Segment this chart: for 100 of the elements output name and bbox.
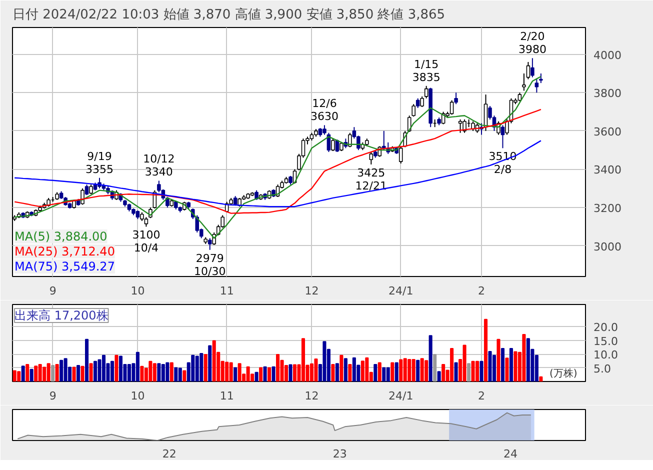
text: 1/15 3835 [412,58,440,84]
bar [335,363,339,382]
bar [437,371,441,382]
bar [246,366,250,382]
y-tick-label: 15.0 [594,334,618,348]
bar [118,356,123,382]
bar [93,360,98,382]
bar [322,341,326,382]
text: 12/6 3630 [310,97,338,124]
candlestick [462,118,466,134]
bar [416,360,420,382]
bar [301,338,306,382]
candlestick [331,138,335,152]
text: (万株) [550,368,578,380]
candlestick [500,124,505,149]
text: 2/20 3980 [518,30,546,56]
bar [238,363,242,382]
chart-title: 日付 2024/02/22 10:03 始値 3,870 高値 3,900 安値 3,850 終値 3,865 [12,6,446,22]
bar [412,359,416,382]
candlestick [530,58,534,78]
bar [178,368,182,382]
bar [55,364,59,382]
bar [509,348,513,382]
x-tick-label: 24 [503,448,518,460]
bar [467,363,471,382]
bar [34,366,38,382]
bar [340,354,344,382]
bar [208,345,212,382]
bar [89,363,93,382]
bar [492,354,496,382]
bar [378,362,382,382]
bar [403,358,407,382]
bar [85,338,89,382]
bar [428,335,432,382]
x-tick-label: 10 [130,284,145,298]
bar [234,367,238,382]
bar [195,356,199,382]
candlestick [420,96,424,108]
bar [30,368,34,382]
candlestick [84,184,89,196]
candlestick [416,98,420,108]
text: 9/19 3355 [86,150,114,176]
candlestick [522,72,526,92]
x-tick-label: 24/1 [388,284,414,298]
x-tick-label: 11 [220,390,234,402]
bar [374,364,378,382]
series-label: MA(5) 3,884.00 [14,230,108,244]
candlestick [458,118,462,134]
bar [102,354,106,382]
bar [382,367,386,382]
bar [348,364,352,382]
bar [225,362,229,382]
bar [399,359,403,382]
bar [254,372,258,382]
bar [288,364,292,382]
bar [152,363,156,382]
x-tick-label: 9 [49,284,56,298]
y-tick-label: 3000 [594,240,622,254]
bar [204,354,208,382]
bar [136,352,140,382]
bar [157,363,161,382]
x-tick-label: 2 [478,284,486,298]
bar [462,344,466,382]
candlestick [208,238,212,250]
bar [424,360,428,382]
bar [480,360,484,382]
bar [522,334,526,382]
line-series [14,140,542,208]
bar [539,376,543,382]
bar [454,362,458,382]
bar [21,366,25,382]
candlestick [369,152,374,165]
y-tick-label: 4000 [594,48,622,62]
bar [331,364,335,382]
bar [17,371,21,382]
bar [60,360,64,382]
bar [386,367,390,382]
bar [292,364,297,382]
bar [471,360,475,382]
candlestick [144,216,148,228]
text: 2979 10/30 [194,252,226,278]
bar [51,365,55,382]
y-tick-label: 10.0 [594,348,618,362]
bar [38,364,42,382]
text: MA(75) 3,549.27 [14,260,115,274]
bar [496,338,500,382]
bar [442,364,446,382]
bar [140,366,144,382]
bar [76,365,80,382]
bar [365,357,369,382]
x-tick-label: 12 [304,284,319,298]
y-tick-label: 3400 [594,164,622,177]
bar [390,362,394,382]
bar [420,358,424,382]
bar [64,358,68,382]
bar [259,367,263,382]
candlestick [348,132,352,148]
bar [360,360,364,382]
x-tick-label: 24/1 [388,390,414,402]
chart-title: 出来高 17,200株 [14,308,108,322]
